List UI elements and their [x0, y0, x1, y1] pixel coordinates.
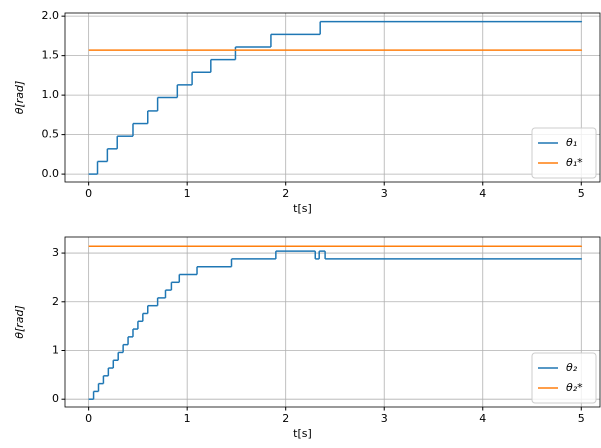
x-tick-label: 4	[479, 412, 486, 425]
y-tick-label: 2.0	[42, 9, 60, 22]
x-tick-label: 1	[184, 187, 191, 200]
y-tick-label: 0.5	[42, 128, 60, 141]
legend-label: θ₁*	[566, 156, 583, 169]
legend-label: θ₂	[566, 361, 578, 374]
y-tick-label: 0	[52, 392, 59, 405]
x-tick-label: 5	[578, 412, 585, 425]
x-tick-label: 0	[85, 187, 92, 200]
x-tick-label: 3	[381, 412, 388, 425]
x-tick-label: 5	[578, 187, 585, 200]
x-tick-label: 1	[184, 412, 191, 425]
x-tick-label: 2	[282, 187, 289, 200]
step-end	[580, 245, 583, 248]
legend-box	[531, 127, 597, 179]
x-tick-label: 0	[85, 412, 92, 425]
y-axis-label: θ[rad]	[13, 305, 26, 339]
y-tick-label: 1.0	[42, 88, 60, 101]
legend-label: θ₂*	[566, 381, 583, 394]
y-axis-label: θ[rad]	[13, 81, 26, 115]
y-tick-label: 3	[52, 246, 59, 259]
y-tick-label: 0.0	[42, 167, 60, 180]
y-tick-label: 1	[52, 343, 59, 356]
x-tick-label: 3	[381, 187, 388, 200]
legend-label: θ₁	[566, 136, 577, 149]
x-tick-label: 2	[282, 412, 289, 425]
step-end	[580, 49, 583, 51]
y-tick-label: 1.5	[42, 49, 60, 62]
x-axis-label: t[s]	[293, 202, 312, 215]
x-axis-label: t[s]	[293, 427, 312, 440]
axes-frame	[64, 12, 601, 183]
axes-frame	[64, 236, 601, 408]
step-end	[580, 258, 583, 260]
y-tick-label: 2	[52, 295, 59, 308]
legend-box	[531, 352, 597, 404]
step-end	[580, 20, 583, 23]
x-tick-label: 4	[479, 187, 486, 200]
